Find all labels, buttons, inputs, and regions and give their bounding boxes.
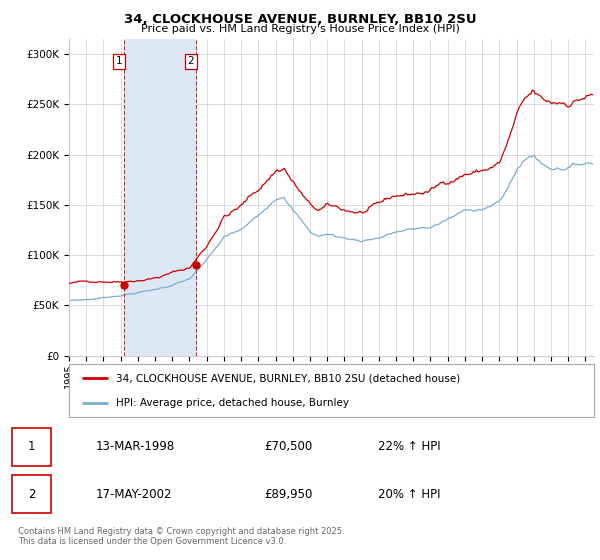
Text: 34, CLOCKHOUSE AVENUE, BURNLEY, BB10 2SU: 34, CLOCKHOUSE AVENUE, BURNLEY, BB10 2SU (124, 13, 476, 26)
Text: 2: 2 (188, 57, 194, 66)
Text: 17-MAY-2002: 17-MAY-2002 (96, 488, 173, 501)
Text: HPI: Average price, detached house, Burnley: HPI: Average price, detached house, Burn… (116, 398, 349, 408)
Bar (124, 39, 196, 356)
Text: 22% ↑ HPI: 22% ↑ HPI (378, 440, 440, 453)
Text: 20% ↑ HPI: 20% ↑ HPI (378, 488, 440, 501)
Text: Price paid vs. HM Land Registry's House Price Index (HPI): Price paid vs. HM Land Registry's House … (140, 24, 460, 34)
Text: 1: 1 (28, 440, 35, 453)
Text: £89,950: £89,950 (264, 488, 313, 501)
Text: 34, CLOCKHOUSE AVENUE, BURNLEY, BB10 2SU (detached house): 34, CLOCKHOUSE AVENUE, BURNLEY, BB10 2SU… (116, 374, 461, 384)
Text: 2: 2 (28, 488, 35, 501)
Text: £70,500: £70,500 (264, 440, 312, 453)
Text: 1: 1 (116, 57, 122, 66)
Text: 13-MAR-1998: 13-MAR-1998 (96, 440, 175, 453)
Text: Contains HM Land Registry data © Crown copyright and database right 2025.
This d: Contains HM Land Registry data © Crown c… (18, 526, 344, 546)
